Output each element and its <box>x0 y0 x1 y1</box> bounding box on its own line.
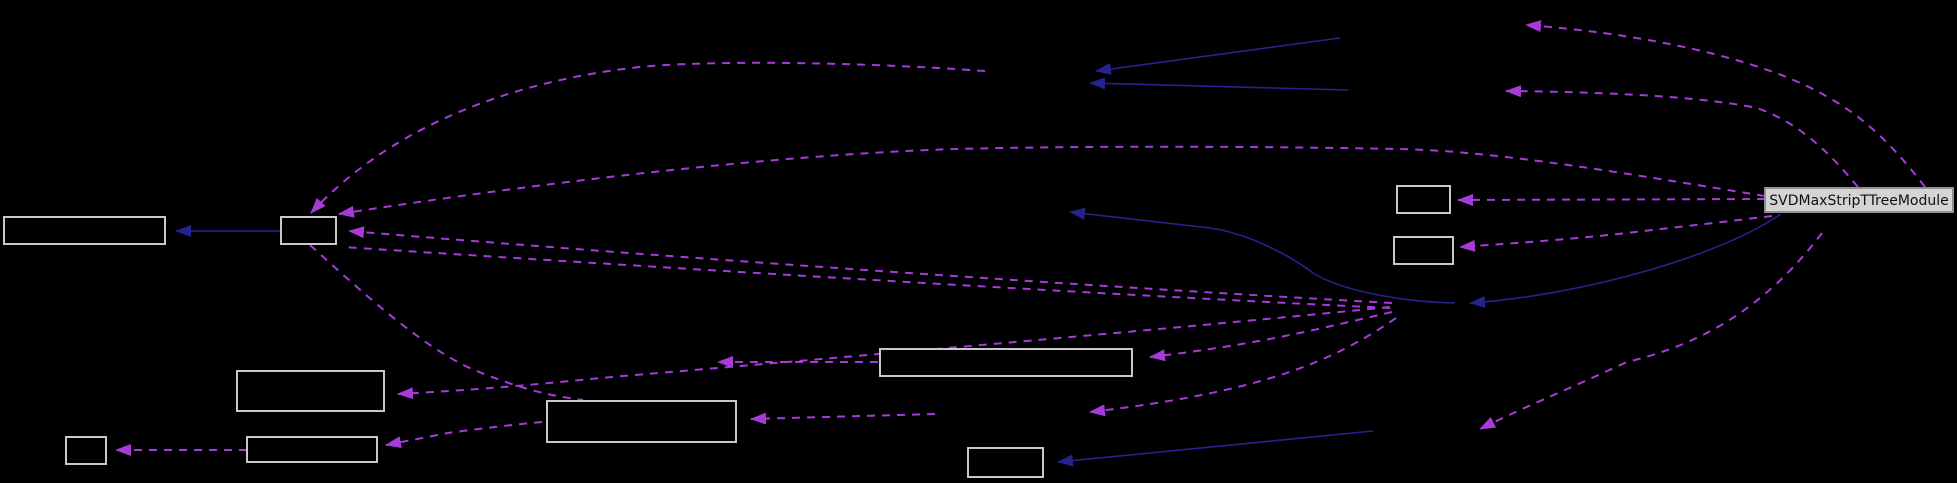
node-svdmaxstripttreemodule[interactable]: SVDMaxStripTTreeModule <box>1764 187 1954 213</box>
edge-uses-svd-to-small-upper <box>1457 193 1766 206</box>
node-box-mid-center-box[interactable] <box>546 400 737 443</box>
node-box-left-wide-box[interactable] <box>3 216 166 245</box>
edge-inherit-top-upper <box>1095 37 1341 75</box>
node-box-module[interactable] <box>280 216 337 245</box>
node-box-bottom-left-box[interactable] <box>246 436 378 463</box>
edge-uses-svd-up-arc-outer <box>1525 20 1926 188</box>
node-box-small-upper[interactable] <box>1396 185 1451 214</box>
highlight-node-label: SVDMaxStripTTreeModule <box>1769 193 1948 209</box>
node-box-left-wide[interactable] <box>3 216 166 245</box>
edge-uses-svd-down-arc <box>1479 232 1823 430</box>
node-box-small-lower[interactable] <box>1393 236 1454 265</box>
node-box-bottom-center-box[interactable] <box>967 447 1044 478</box>
edge-uses-hub-to-module-a <box>348 226 1393 304</box>
edge-inherit-top-lower <box>1089 77 1349 91</box>
edge-uses-top-arc-floating <box>310 61 986 214</box>
edge-uses-module-down-curve <box>309 244 584 401</box>
node-svdmaxstripttreemodule-box[interactable] <box>1764 187 1954 213</box>
edge-inherit-long-diagonal <box>1069 207 1456 304</box>
node-box-long-box[interactable] <box>879 348 1133 377</box>
edge-inherit-to-bottom-center <box>1057 430 1374 467</box>
edge-uses-hub-to-mid-left <box>397 306 1391 400</box>
node-box-bottom-tiny-box[interactable] <box>65 436 107 465</box>
node-box-bottom-tiny[interactable] <box>65 436 107 465</box>
edge-uses-to-bottom-left <box>385 421 543 449</box>
node-box-small-upper-box[interactable] <box>1396 185 1451 214</box>
edge-uses-hub-to-long-box <box>1149 311 1393 362</box>
edge-uses-svd-up-arc-inner <box>1505 85 1859 188</box>
node-box-mid-left-box[interactable] <box>236 370 385 412</box>
edge-uses-to-mid-center <box>750 412 936 425</box>
node-box-bottom-center[interactable] <box>967 447 1044 478</box>
edge-uses-hub-to-module-b <box>341 246 1391 309</box>
node-box-long[interactable] <box>879 348 1133 377</box>
edge-uses-hub-down-floating <box>1089 317 1397 417</box>
edge-uses-svd-to-module-arc <box>338 145 1766 218</box>
node-box-mid-left[interactable] <box>236 370 385 412</box>
node-box-module-box[interactable] <box>280 216 337 245</box>
edge-inherit-from-svd-curve <box>1469 213 1782 309</box>
node-box-small-lower-box[interactable] <box>1393 236 1454 265</box>
node-box-bottom-left[interactable] <box>246 436 378 463</box>
node-box-mid-center[interactable] <box>546 400 737 443</box>
